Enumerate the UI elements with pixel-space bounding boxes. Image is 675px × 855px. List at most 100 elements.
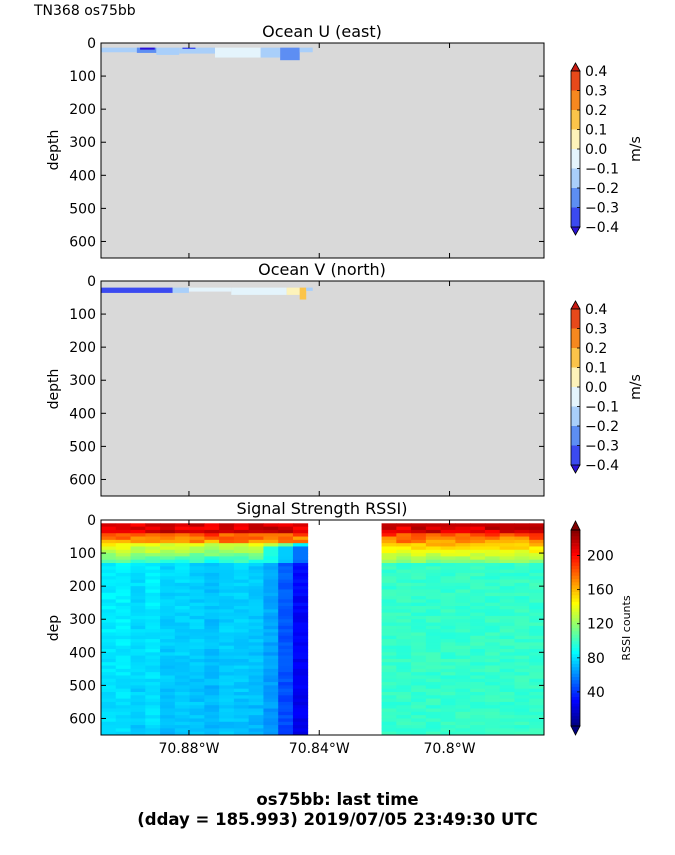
rssi-cell [455,589,471,594]
colorbar-band [571,552,580,557]
rssi-cell [396,629,412,633]
rssi-cell [381,559,397,564]
rssi-cell [115,711,131,716]
rssi-cell [160,695,176,700]
rssi-cell [189,553,205,557]
rssi-cell [248,698,264,703]
rssi-cell [204,596,220,600]
rssi-cell [101,566,117,571]
rssi-cell [219,529,235,534]
rssi-cell [278,572,294,577]
rssi-cell [455,606,471,610]
rssi-cell [292,526,309,531]
rssi-cell [425,662,442,666]
rssi-cell [263,701,279,706]
velocity-cell [136,47,157,53]
rssi-cell [160,718,176,723]
rssi-cell [263,553,279,557]
rssi-cell [233,569,250,574]
rssi-cell [529,662,544,666]
rssi-cell [529,539,544,544]
colorbar-extend-top [570,300,581,310]
rssi-cell [529,566,544,571]
rssi-cell [470,668,486,673]
rssi-cell [396,721,412,726]
rssi-cell [396,645,412,650]
rssi-cell [145,589,161,594]
rssi-cell [130,523,146,528]
rssi-cell [396,622,412,627]
rssi-cell [381,725,397,729]
rssi-cell [455,619,471,623]
rssi-cell [425,625,442,630]
rssi-cell [514,711,530,716]
rssi-cell [411,559,427,564]
rssi-cell [115,546,131,551]
rssi-cell [529,718,544,723]
colorbar-band [571,614,580,619]
rssi-cell [248,572,264,577]
rssi-cell [101,655,117,660]
rssi-cell [396,609,412,614]
rssi-cell [233,665,250,670]
rssi-cell [484,629,501,633]
rssi-cell [440,675,456,680]
rssi-cell [130,553,146,557]
rssi-cell [145,606,161,610]
rssi-cell [101,596,117,600]
x-tick-label: 70.8°W [424,741,476,757]
rssi-cell [145,721,161,726]
rssi-cell [233,708,250,713]
rssi-cell [115,655,131,660]
rssi-cell [248,556,264,561]
rssi-cell [233,725,250,729]
rssi-cell [381,639,397,643]
rssi-cell [130,609,146,614]
rssi-cell [189,642,205,647]
rssi-cell [455,728,471,733]
rssi-cell [115,586,131,590]
rssi-cell [115,606,131,610]
rssi-cell [248,619,264,623]
rssi-cell [455,695,471,700]
rssi-cell [204,682,220,686]
rssi-cell [130,642,146,647]
rssi-cell [263,639,279,643]
rssi-cell [484,582,501,587]
rssi-cell [292,692,309,696]
panel-title-rssi: Signal Strength RSSI) [237,499,408,518]
rssi-cell [204,718,220,723]
rssi-cell [130,685,146,690]
rssi-cell [248,731,264,735]
rssi-cell [484,526,501,531]
rssi-cell [381,701,397,706]
rssi-cell [514,698,530,703]
rssi-cell [381,563,397,567]
rssi-cell [174,711,190,716]
rssi-cell [425,701,442,706]
rssi-cell [219,715,235,719]
y-tick-label: 300 [69,373,96,389]
rssi-cell [174,672,190,676]
rssi-cell [219,642,235,647]
rssi-cell [248,596,264,600]
rssi-cell [499,668,515,673]
rssi-cell [145,698,161,703]
rssi-cell [204,579,220,584]
rssi-cell [189,658,205,663]
rssi-cell [233,721,250,726]
rssi-cell [529,576,544,580]
colorbar-tick-label: −0.3 [585,439,619,455]
rssi-cell [484,529,501,534]
rssi-cell [440,609,456,614]
rssi-cell [529,609,544,614]
rssi-cell [514,602,530,607]
colorbar-band [571,690,580,694]
rssi-cell [204,695,220,700]
rssi-cell [381,572,397,577]
rssi-cell [455,546,471,551]
rssi-cell [219,692,235,696]
rssi-cell [219,602,235,607]
